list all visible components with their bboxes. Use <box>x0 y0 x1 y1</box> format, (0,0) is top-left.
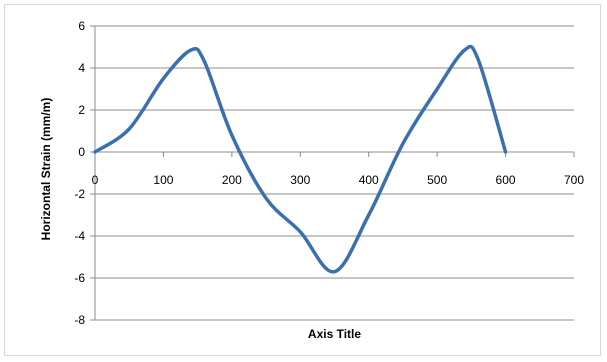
y-tick-label-0: 0 <box>78 145 85 159</box>
chart-frame <box>4 4 601 356</box>
x-tick-label-100: 100 <box>153 173 173 187</box>
y-tick-label--4: -4 <box>74 229 85 243</box>
x-tick-label-700: 700 <box>564 173 584 187</box>
x-tick-label-300: 300 <box>290 173 310 187</box>
tick-labels: -8 -6 -4 -2 0 2 4 6 0 100 200 300 400 500 600 700 <box>74 19 584 327</box>
y-tick-label-4: 4 <box>78 61 85 75</box>
y-tick-label--8: -8 <box>74 313 85 327</box>
x-axis-title: Axis Title <box>308 327 361 341</box>
x-tick-label-400: 400 <box>359 173 379 187</box>
y-tick-label-2: 2 <box>78 103 85 117</box>
x-tick-label-600: 600 <box>496 173 516 187</box>
y-axis-title: Horizontal Strain (mm/m) <box>39 98 53 241</box>
series-layer <box>93 44 508 274</box>
x-tick-label-200: 200 <box>222 173 242 187</box>
x-tick-label-0: 0 <box>92 173 99 187</box>
y-tick-label--6: -6 <box>74 271 85 285</box>
series-line-0 <box>93 44 508 274</box>
x-tick-label-500: 500 <box>427 173 447 187</box>
y-tick-label-6: 6 <box>78 19 85 33</box>
y-tick-label--2: -2 <box>74 187 85 201</box>
axes <box>90 25 575 321</box>
